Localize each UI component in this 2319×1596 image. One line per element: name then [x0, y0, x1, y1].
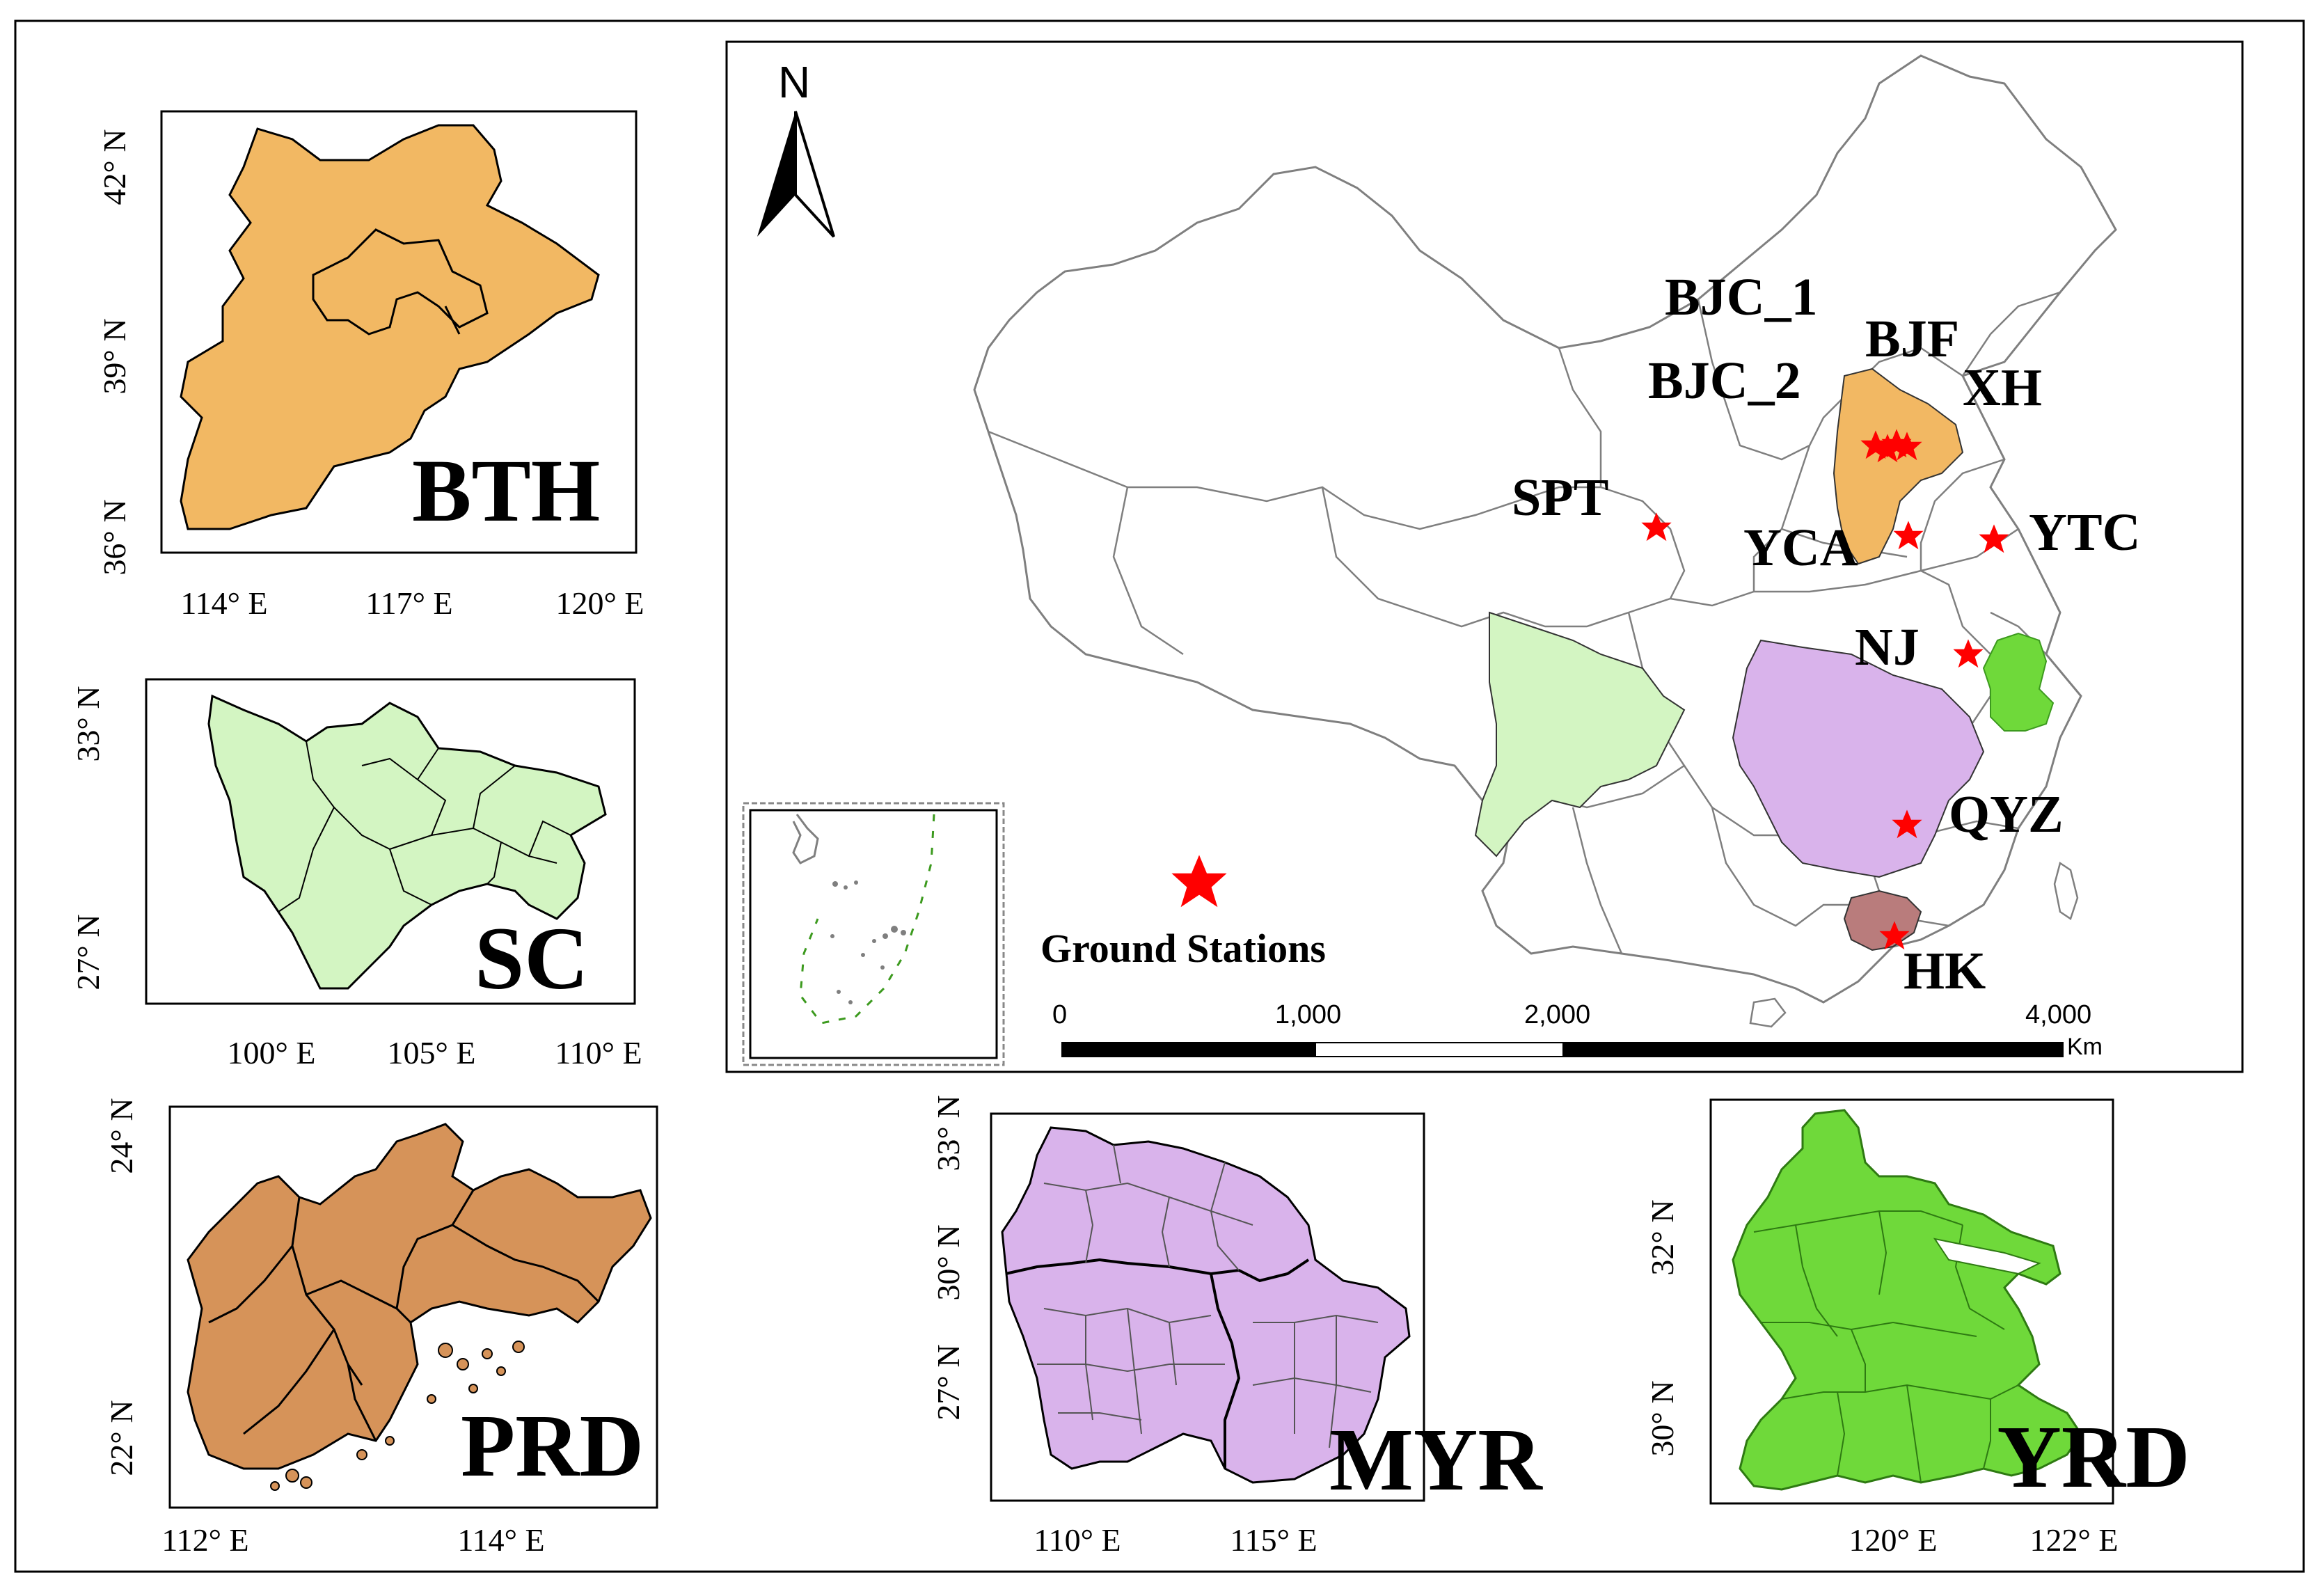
prd-y-tick-24: 24° N	[104, 1098, 139, 1174]
main-myr-region	[1732, 639, 1985, 878]
scale-unit: Km	[2067, 1034, 2103, 1060]
station-star-hk	[1879, 921, 1910, 950]
scale-segment-3	[1562, 1042, 2064, 1057]
bth-y-tick-39: 39° N	[97, 318, 132, 394]
myr-x-tick-110: 110° E	[1034, 1522, 1121, 1558]
scale-tick-1000: 1,000	[1275, 1000, 1341, 1029]
stations	[1641, 429, 2009, 950]
prd-islands	[270, 1341, 525, 1491]
scale-bar: 0 1,000 2,000 4,000 Km	[1052, 1000, 2103, 1060]
china-outline	[973, 54, 2117, 1004]
prd-x-tick-114: 114° E	[457, 1522, 544, 1558]
legend: Ground Stations	[1040, 855, 1326, 971]
bth-inner-border	[312, 228, 489, 335]
sc-region	[207, 694, 607, 990]
yrd-label: YRD	[1997, 1407, 2190, 1506]
sc-y-tick-33: 33° N	[70, 686, 106, 761]
station-star-ytc	[1979, 524, 2009, 553]
inset-sc: SC 33° N 27° N 100° E 105° E 110° E	[70, 678, 642, 1070]
main-yrd-region	[1982, 632, 2055, 732]
taiwan-island	[2053, 861, 2079, 920]
prd-label: PRD	[461, 1396, 644, 1495]
bth-y-tick-42: 42° N	[97, 129, 132, 205]
station-label-nj: NJ	[1855, 618, 1920, 677]
north-arrow-right-half	[794, 111, 835, 238]
station-label-bjc-2: BJC_2	[1648, 351, 1801, 410]
station-label-ytc: YTC	[2029, 503, 2140, 562]
station-labels: BJC_1 BJF BJC_2 XH SPT YCA YTC NJ QYZ HK	[1512, 268, 2140, 1000]
scs-inset-frame	[749, 809, 998, 1059]
station-label-yca: YCA	[1743, 519, 1858, 577]
sc-x-tick-105: 105° E	[388, 1035, 476, 1070]
scs-dash-line	[799, 814, 935, 1025]
scale-tick-0: 0	[1052, 1000, 1067, 1029]
myr-x-tick-115: 115° E	[1230, 1522, 1317, 1558]
station-label-bjc-1: BJC_1	[1665, 268, 1818, 326]
north-arrow-left-half	[757, 111, 796, 237]
scale-tick-4000: 4,000	[2025, 1000, 2091, 1029]
station-star-nj	[1953, 639, 1984, 668]
main-bth-region	[1833, 368, 1964, 565]
hainan-island	[1749, 997, 1787, 1028]
north-label: N	[778, 57, 810, 107]
yrd-x-tick-122: 122° E	[2030, 1522, 2119, 1558]
yrd-city-borders	[1753, 1210, 2019, 1483]
myr-label: MYR	[1329, 1410, 1543, 1509]
sc-x-tick-110: 110° E	[555, 1035, 642, 1070]
south-china-sea-inset	[742, 802, 1005, 1066]
main-sc-region	[1474, 611, 1686, 858]
north-arrow-icon: N	[757, 57, 835, 238]
sc-inner-borders	[278, 741, 571, 912]
prd-region	[187, 1123, 652, 1470]
sc-label: SC	[475, 909, 589, 1008]
station-star-qyz	[1892, 809, 1922, 839]
prd-x-tick-112: 112° E	[161, 1522, 248, 1558]
inset-yrd: YRD 32° N 30° N 120° E 122° E	[1645, 1098, 2190, 1558]
yrd-y-tick-32: 32° N	[1645, 1199, 1680, 1275]
main-map: BJC_1 BJF BJC_2 XH SPT YCA YTC NJ QYZ HK…	[725, 40, 2244, 1073]
legend-star-icon	[1171, 855, 1227, 908]
station-label-xh: XH	[1963, 358, 2042, 417]
myr-region	[1001, 1126, 1411, 1484]
myr-y-tick-27: 27° N	[931, 1344, 966, 1420]
scale-tick-2000: 2,000	[1524, 1000, 1590, 1029]
bth-x-tick-120: 120° E	[556, 585, 644, 621]
sc-y-tick-27: 27° N	[70, 914, 106, 990]
prd-inner-borders	[208, 1190, 600, 1441]
yrd-x-tick-120: 120° E	[1849, 1522, 1938, 1558]
province-borders	[988, 291, 2061, 954]
station-star-bjc-2	[1872, 434, 1903, 463]
bth-label: BTH	[412, 441, 600, 540]
inset-bth: BTH 42° N 39° N 36° N 114° E 117° E 120°…	[97, 110, 644, 621]
station-label-spt: SPT	[1512, 468, 1608, 527]
legend-label: Ground Stations	[1040, 926, 1326, 971]
yrd-river-gap	[1933, 1238, 2041, 1275]
scs-islands	[830, 880, 906, 1004]
scale-segment-1	[1061, 1042, 1316, 1057]
yrd-y-tick-30: 30° N	[1645, 1380, 1680, 1456]
scs-inset-frame-outer	[742, 802, 1005, 1066]
myr-city-borders	[1037, 1144, 1379, 1448]
inset-prd: PRD 24° N 22° N 112° E 114° E	[104, 1098, 658, 1558]
station-label-hk: HK	[1904, 942, 1986, 1000]
station-label-bjf: BJF	[1865, 310, 1959, 368]
sc-x-tick-100: 100° E	[228, 1035, 316, 1070]
station-star-yca	[1893, 521, 1924, 550]
scale-segment-2	[1315, 1042, 1564, 1057]
bth-x-tick-117: 117° E	[365, 585, 452, 621]
bth-x-tick-114: 114° E	[180, 585, 267, 621]
station-star-xh	[1892, 432, 1922, 461]
inset-myr: MYR 33° N 30° N 27° N 110° E 115° E	[931, 1095, 1543, 1558]
prd-y-tick-22: 22° N	[104, 1400, 139, 1476]
myr-y-tick-33: 33° N	[931, 1095, 966, 1171]
myr-y-tick-30: 30° N	[931, 1224, 966, 1300]
scs-coast	[792, 814, 819, 864]
station-star-spt	[1641, 512, 1672, 542]
bth-y-tick-36: 36° N	[97, 499, 132, 575]
station-label-qyz: QYZ	[1949, 785, 2064, 844]
